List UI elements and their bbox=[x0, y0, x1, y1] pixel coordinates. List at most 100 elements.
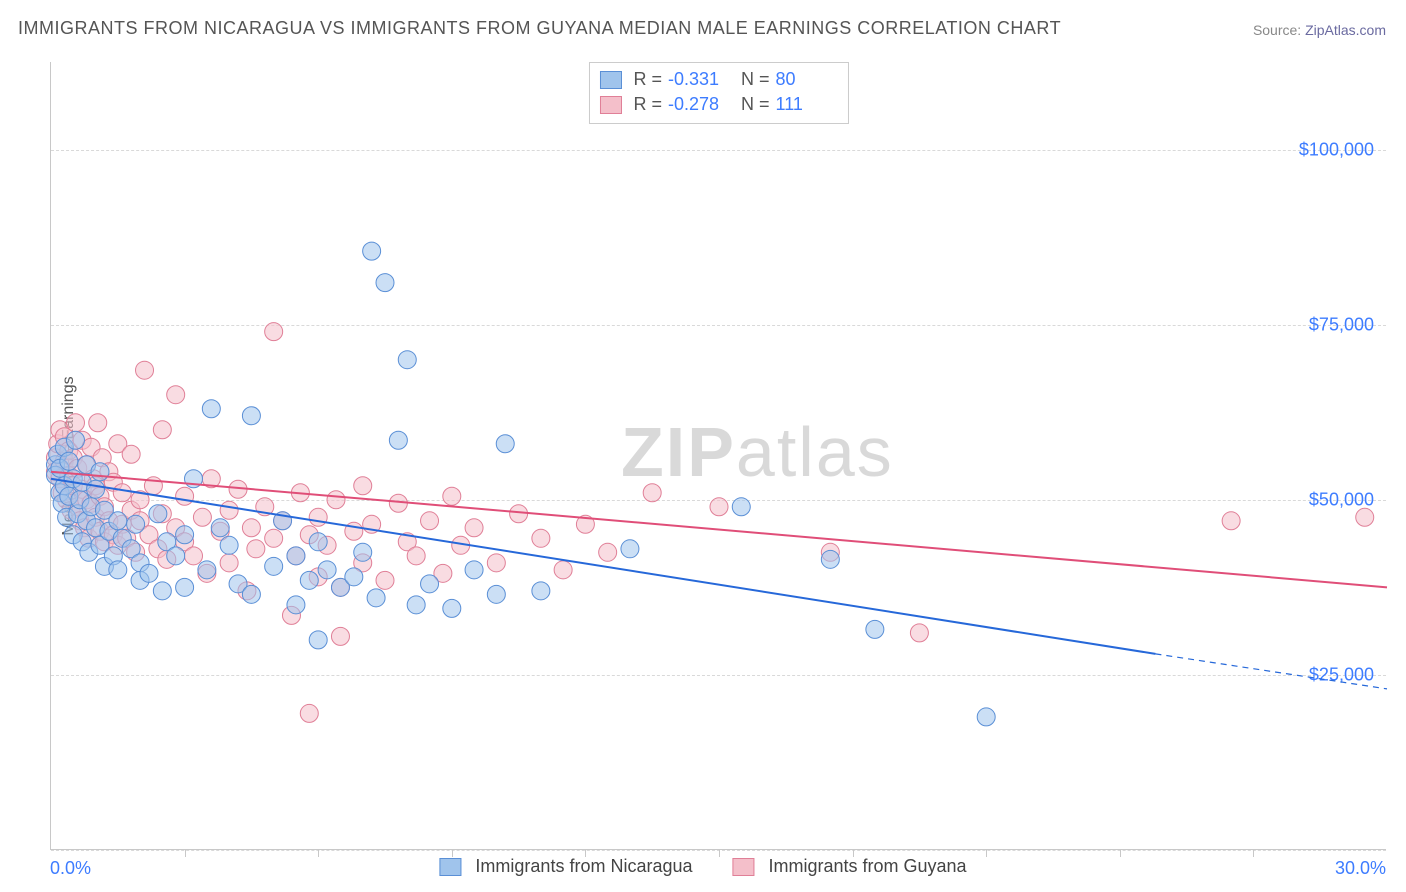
swatch-nicaragua bbox=[439, 858, 461, 876]
stats-legend-box: R = -0.331 N = 80 R = -0.278 N = 111 bbox=[588, 62, 848, 124]
scatter-point bbox=[599, 543, 617, 561]
stats-row-guyana: R = -0.278 N = 111 bbox=[599, 92, 837, 117]
scatter-point bbox=[153, 421, 171, 439]
scatter-point bbox=[327, 491, 345, 509]
chart-title: IMMIGRANTS FROM NICARAGUA VS IMMIGRANTS … bbox=[18, 18, 1061, 39]
source-prefix: Source: bbox=[1253, 22, 1305, 38]
scatter-point bbox=[220, 501, 238, 519]
scatter-point bbox=[643, 484, 661, 502]
scatter-point bbox=[532, 582, 550, 600]
bottom-legend: Immigrants from Nicaragua Immigrants fro… bbox=[439, 856, 966, 877]
scatter-point bbox=[487, 554, 505, 572]
scatter-point bbox=[242, 407, 260, 425]
scatter-point bbox=[421, 512, 439, 530]
legend-item-guyana: Immigrants from Guyana bbox=[733, 856, 967, 877]
n-value-nicaragua: 80 bbox=[776, 67, 838, 92]
source-link[interactable]: ZipAtlas.com bbox=[1305, 22, 1386, 38]
scatter-point bbox=[363, 242, 381, 260]
legend-label-nicaragua: Immigrants from Nicaragua bbox=[475, 856, 692, 877]
scatter-point bbox=[496, 435, 514, 453]
scatter-point bbox=[211, 519, 229, 537]
scatter-point bbox=[113, 484, 131, 502]
scatter-point bbox=[287, 547, 305, 565]
scatter-point bbox=[136, 361, 154, 379]
scatter-point bbox=[167, 386, 185, 404]
scatter-point bbox=[710, 498, 728, 516]
scatter-point bbox=[376, 571, 394, 589]
scatter-point bbox=[220, 536, 238, 554]
scatter-point bbox=[910, 624, 928, 642]
x-tick bbox=[318, 849, 319, 857]
swatch-guyana bbox=[733, 858, 755, 876]
scatter-point bbox=[465, 561, 483, 579]
scatter-point bbox=[532, 529, 550, 547]
n-label: N = bbox=[736, 92, 770, 117]
scatter-point bbox=[510, 505, 528, 523]
scatter-point bbox=[300, 571, 318, 589]
scatter-point bbox=[60, 452, 78, 470]
r-label: R = bbox=[633, 67, 662, 92]
scatter-point bbox=[376, 274, 394, 292]
x-tick bbox=[1253, 849, 1254, 857]
scatter-point bbox=[407, 596, 425, 614]
scatter-point bbox=[109, 561, 127, 579]
scatter-point bbox=[66, 414, 84, 432]
r-label: R = bbox=[633, 92, 662, 117]
scatter-point bbox=[443, 487, 461, 505]
scatter-point bbox=[354, 477, 372, 495]
scatter-point bbox=[487, 585, 505, 603]
plot-area: Median Male Earnings ZIPatlas $25,000$50… bbox=[50, 62, 1386, 850]
scatter-point bbox=[176, 526, 194, 544]
x-axis-min-label: 0.0% bbox=[50, 858, 91, 879]
scatter-point bbox=[242, 519, 260, 537]
scatter-point bbox=[242, 585, 260, 603]
scatter-point bbox=[977, 708, 995, 726]
scatter-point bbox=[621, 540, 639, 558]
scatter-point bbox=[247, 540, 265, 558]
scatter-point bbox=[153, 582, 171, 600]
x-tick bbox=[185, 849, 186, 857]
scatter-point bbox=[367, 589, 385, 607]
scatter-point bbox=[89, 414, 107, 432]
scatter-point bbox=[287, 596, 305, 614]
x-tick bbox=[986, 849, 987, 857]
scatter-point bbox=[309, 631, 327, 649]
scatter-point bbox=[331, 627, 349, 645]
scatter-point bbox=[66, 431, 84, 449]
scatter-point bbox=[122, 445, 140, 463]
scatter-point bbox=[398, 351, 416, 369]
scatter-point bbox=[821, 550, 839, 568]
scatter-point bbox=[109, 512, 127, 530]
scatter-point bbox=[421, 575, 439, 593]
scatter-point bbox=[202, 400, 220, 418]
scatter-point bbox=[309, 508, 327, 526]
scatter-point bbox=[91, 463, 109, 481]
scatter-point bbox=[554, 561, 572, 579]
scatter-point bbox=[193, 508, 211, 526]
x-tick bbox=[1120, 849, 1121, 857]
scatter-point bbox=[389, 431, 407, 449]
n-label: N = bbox=[736, 67, 770, 92]
swatch-guyana bbox=[599, 96, 621, 114]
scatter-point bbox=[866, 620, 884, 638]
scatter-point bbox=[198, 561, 216, 579]
r-value-nicaragua: -0.331 bbox=[668, 67, 730, 92]
scatter-point bbox=[265, 557, 283, 575]
scatter-point bbox=[407, 547, 425, 565]
scatter-point bbox=[300, 704, 318, 722]
scatter-point bbox=[345, 568, 363, 586]
scatter-point bbox=[167, 547, 185, 565]
scatter-point bbox=[443, 599, 461, 617]
scatter-svg bbox=[51, 62, 1386, 849]
source-attribution: Source: ZipAtlas.com bbox=[1253, 22, 1386, 38]
scatter-point bbox=[732, 498, 750, 516]
scatter-point bbox=[318, 561, 336, 579]
scatter-point bbox=[1222, 512, 1240, 530]
scatter-point bbox=[149, 505, 167, 523]
scatter-point bbox=[140, 564, 158, 582]
scatter-point bbox=[176, 578, 194, 596]
swatch-nicaragua bbox=[599, 71, 621, 89]
scatter-points-group bbox=[46, 242, 1373, 726]
scatter-point bbox=[220, 554, 238, 572]
trend-line bbox=[51, 479, 1155, 654]
